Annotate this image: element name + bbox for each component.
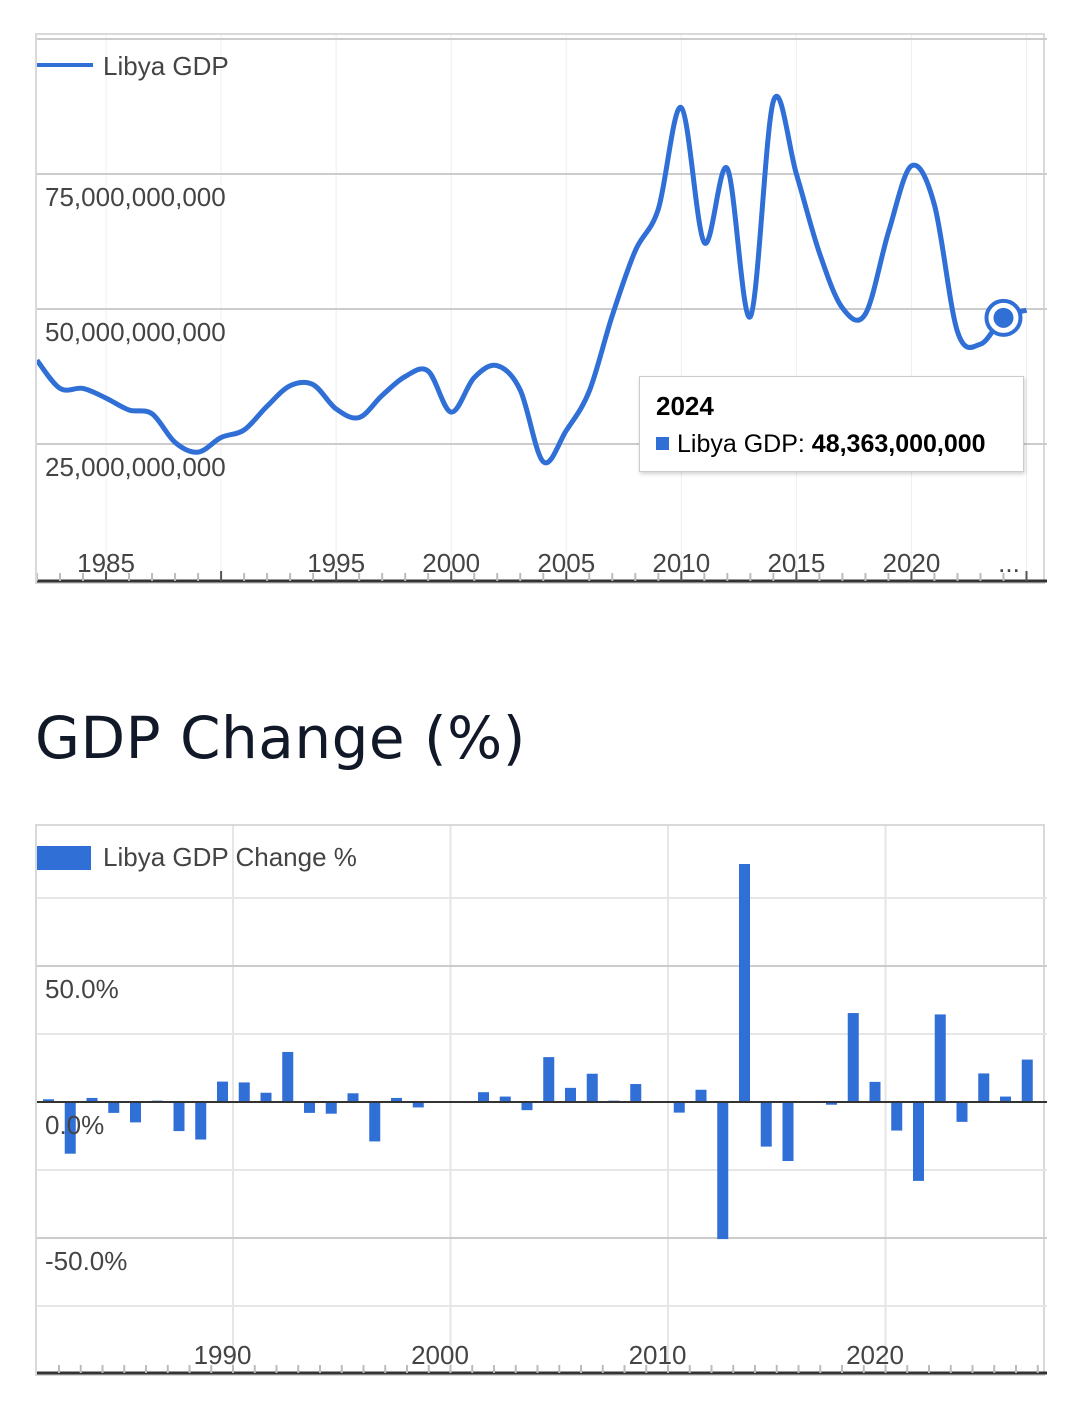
x-tick-label: 2000 xyxy=(411,1340,469,1370)
bar xyxy=(760,1102,772,1147)
bar xyxy=(108,1102,120,1113)
x-tick-label: 2015 xyxy=(767,548,825,578)
y-tick-label: 25,000,000,000 xyxy=(45,452,226,482)
data-tooltip: 2024 Libya GDP: 48,363,000,000 xyxy=(639,376,1024,472)
tooltip-year: 2024 xyxy=(656,391,714,421)
tooltip-series-label: Libya GDP xyxy=(677,430,798,458)
bar xyxy=(1021,1059,1033,1102)
bar xyxy=(86,1097,98,1102)
bar xyxy=(630,1084,642,1102)
gdp-series-line xyxy=(37,93,1028,466)
bar xyxy=(369,1102,381,1142)
bar xyxy=(934,1014,946,1102)
bar xyxy=(325,1102,337,1114)
bar xyxy=(847,1013,859,1102)
bar xyxy=(891,1102,903,1131)
bar xyxy=(673,1102,685,1113)
bar xyxy=(260,1092,272,1102)
bar xyxy=(195,1102,207,1140)
bar xyxy=(543,1057,555,1102)
bar xyxy=(43,1099,54,1102)
x-tick-label: 1995 xyxy=(307,548,365,578)
y-tick-label: 50.0% xyxy=(45,974,119,1004)
tooltip-value: 48,363,000,000 xyxy=(811,430,986,458)
bar xyxy=(565,1087,576,1102)
x-overflow-label: ... xyxy=(998,548,1020,578)
gdp-line-chart: Libya GDP 25,000,000,000 50,000,000,000 75,… xyxy=(35,33,1047,584)
bar xyxy=(173,1102,185,1132)
bar xyxy=(913,1102,924,1181)
x-tick-label: 1990 xyxy=(194,1340,252,1370)
bar xyxy=(521,1102,533,1111)
bar xyxy=(391,1097,402,1102)
y-tick-label: 0.0% xyxy=(45,1110,104,1140)
x-tick-label: 2010 xyxy=(652,548,710,578)
bar xyxy=(978,1073,990,1102)
bar xyxy=(739,864,750,1102)
bar xyxy=(412,1102,424,1108)
bar xyxy=(282,1051,294,1102)
y-tick-label: -50.0% xyxy=(45,1246,127,1276)
x-tick-label: 1985 xyxy=(77,548,135,578)
legend-swatch-icon xyxy=(37,846,91,870)
bar xyxy=(499,1096,511,1102)
y-tick-label: 50,000,000,000 xyxy=(45,317,226,347)
bar xyxy=(238,1082,250,1102)
bar xyxy=(869,1081,881,1102)
x-tick-label: 2005 xyxy=(537,548,595,578)
x-tick-label: 2020 xyxy=(846,1340,904,1370)
legend-label: Libya GDP Change % xyxy=(103,842,357,872)
bar xyxy=(695,1089,707,1102)
gdp-change-bar-chart-svg: Libya GDP Change % -50.0% 0.0% 50.0% 1990 200… xyxy=(37,826,1047,1375)
bar xyxy=(347,1093,359,1102)
x-tick-label: 2020 xyxy=(883,548,941,578)
bar xyxy=(782,1102,794,1162)
legend-label: Libya GDP xyxy=(103,51,229,81)
bar xyxy=(586,1073,598,1102)
gdp-change-bar-chart: Libya GDP Change % -50.0% 0.0% 50.0% 1990 200… xyxy=(35,824,1047,1376)
bar xyxy=(64,1102,76,1154)
tooltip-row: Libya GDP: 48,363,000,000 xyxy=(656,430,1007,459)
tooltip-swatch-icon xyxy=(656,437,669,450)
x-tick-label: 2010 xyxy=(629,1340,687,1370)
bar xyxy=(717,1102,729,1240)
bar xyxy=(130,1102,141,1123)
highlight-point xyxy=(993,307,1014,328)
section-title: GDP Change (%) xyxy=(35,704,526,772)
bar xyxy=(304,1102,315,1113)
bar xyxy=(1000,1096,1011,1102)
bar xyxy=(826,1102,837,1105)
bar xyxy=(478,1092,489,1102)
y-tick-label: 75,000,000,000 xyxy=(45,182,226,212)
x-tick-label: 2000 xyxy=(422,548,480,578)
bar xyxy=(956,1102,968,1122)
gdp-line-chart-svg: Libya GDP 25,000,000,000 50,000,000,000 75,… xyxy=(37,35,1047,583)
bar xyxy=(217,1081,228,1102)
